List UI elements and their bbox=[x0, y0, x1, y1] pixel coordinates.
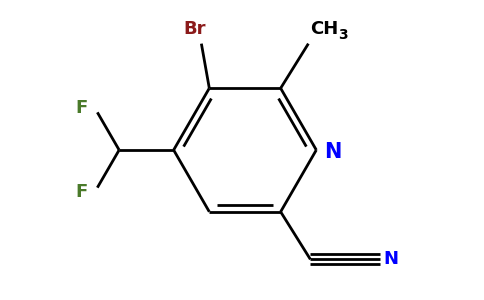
Text: 3: 3 bbox=[338, 28, 348, 42]
Text: F: F bbox=[76, 183, 88, 201]
Text: N: N bbox=[324, 142, 342, 162]
Text: CH: CH bbox=[310, 20, 339, 38]
Text: F: F bbox=[76, 99, 88, 117]
Text: N: N bbox=[384, 250, 399, 268]
Text: Br: Br bbox=[183, 20, 206, 38]
